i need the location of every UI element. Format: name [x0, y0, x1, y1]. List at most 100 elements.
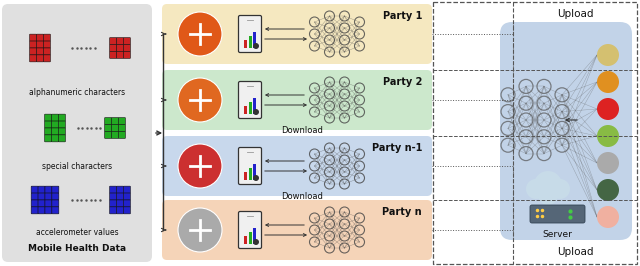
FancyBboxPatch shape	[58, 128, 65, 135]
FancyBboxPatch shape	[118, 118, 125, 124]
Circle shape	[597, 71, 619, 93]
FancyBboxPatch shape	[36, 41, 44, 48]
Bar	[248, 102, 252, 114]
FancyBboxPatch shape	[44, 48, 51, 55]
FancyBboxPatch shape	[29, 48, 36, 55]
Text: Upload: Upload	[557, 247, 593, 257]
FancyBboxPatch shape	[111, 118, 118, 124]
Bar	[244, 106, 247, 114]
FancyBboxPatch shape	[162, 4, 432, 64]
Circle shape	[253, 175, 259, 181]
FancyBboxPatch shape	[45, 207, 52, 214]
Text: special characters: special characters	[42, 162, 112, 171]
FancyBboxPatch shape	[45, 135, 52, 142]
FancyBboxPatch shape	[51, 135, 58, 142]
FancyBboxPatch shape	[109, 193, 116, 200]
FancyBboxPatch shape	[116, 38, 124, 45]
FancyBboxPatch shape	[124, 186, 131, 193]
FancyBboxPatch shape	[109, 186, 116, 193]
Bar	[253, 32, 256, 48]
FancyBboxPatch shape	[116, 44, 124, 52]
FancyBboxPatch shape	[52, 186, 59, 193]
FancyBboxPatch shape	[52, 200, 59, 207]
Text: Party n: Party n	[382, 207, 422, 217]
FancyBboxPatch shape	[239, 81, 262, 118]
FancyBboxPatch shape	[52, 193, 59, 200]
Text: Download: Download	[281, 192, 323, 201]
FancyBboxPatch shape	[51, 121, 58, 128]
Text: Server: Server	[542, 230, 572, 239]
Circle shape	[253, 43, 259, 49]
FancyBboxPatch shape	[36, 55, 44, 62]
FancyBboxPatch shape	[116, 193, 124, 200]
FancyBboxPatch shape	[109, 38, 116, 45]
Bar	[248, 36, 252, 48]
FancyBboxPatch shape	[45, 128, 52, 135]
FancyBboxPatch shape	[239, 15, 262, 52]
FancyBboxPatch shape	[36, 34, 44, 41]
Bar	[248, 168, 252, 180]
FancyBboxPatch shape	[124, 44, 131, 52]
FancyBboxPatch shape	[111, 124, 118, 131]
Text: alphanumeric characters: alphanumeric characters	[29, 88, 125, 97]
FancyBboxPatch shape	[104, 118, 111, 124]
Text: Party n-1: Party n-1	[372, 143, 422, 153]
FancyBboxPatch shape	[58, 135, 65, 142]
FancyBboxPatch shape	[162, 136, 432, 196]
FancyBboxPatch shape	[38, 193, 45, 200]
FancyBboxPatch shape	[109, 51, 116, 59]
FancyBboxPatch shape	[44, 55, 51, 62]
Text: Download: Download	[281, 126, 323, 135]
FancyBboxPatch shape	[104, 124, 111, 131]
FancyBboxPatch shape	[118, 131, 125, 138]
Bar	[244, 40, 247, 48]
FancyBboxPatch shape	[38, 207, 45, 214]
FancyBboxPatch shape	[31, 186, 38, 193]
FancyBboxPatch shape	[116, 186, 124, 193]
FancyBboxPatch shape	[124, 38, 131, 45]
FancyBboxPatch shape	[38, 186, 45, 193]
Bar	[253, 164, 256, 180]
FancyBboxPatch shape	[52, 207, 59, 214]
FancyBboxPatch shape	[124, 193, 131, 200]
Bar	[253, 98, 256, 114]
FancyBboxPatch shape	[31, 193, 38, 200]
Circle shape	[597, 152, 619, 174]
FancyBboxPatch shape	[58, 121, 65, 128]
FancyBboxPatch shape	[109, 200, 116, 207]
FancyBboxPatch shape	[31, 207, 38, 214]
Circle shape	[526, 179, 546, 199]
Bar	[433, 2, 637, 264]
FancyBboxPatch shape	[38, 200, 45, 207]
Circle shape	[597, 44, 619, 66]
FancyBboxPatch shape	[45, 200, 52, 207]
Circle shape	[597, 179, 619, 201]
FancyBboxPatch shape	[124, 200, 131, 207]
Bar	[244, 236, 247, 244]
Bar	[248, 232, 252, 244]
FancyBboxPatch shape	[51, 128, 58, 135]
FancyBboxPatch shape	[124, 207, 131, 214]
FancyBboxPatch shape	[118, 124, 125, 131]
Text: Party 1: Party 1	[383, 11, 422, 21]
FancyBboxPatch shape	[109, 207, 116, 214]
Text: Party 2: Party 2	[383, 77, 422, 87]
FancyBboxPatch shape	[500, 22, 632, 240]
FancyBboxPatch shape	[111, 131, 118, 138]
Bar	[244, 172, 247, 180]
FancyBboxPatch shape	[44, 41, 51, 48]
FancyBboxPatch shape	[44, 34, 51, 41]
FancyBboxPatch shape	[51, 114, 58, 121]
Circle shape	[597, 98, 619, 120]
FancyBboxPatch shape	[162, 200, 432, 260]
Circle shape	[538, 185, 558, 205]
FancyBboxPatch shape	[104, 131, 111, 138]
FancyBboxPatch shape	[29, 41, 36, 48]
Circle shape	[597, 125, 619, 147]
Text: Upload: Upload	[557, 9, 593, 19]
FancyBboxPatch shape	[116, 200, 124, 207]
FancyBboxPatch shape	[239, 148, 262, 185]
FancyBboxPatch shape	[109, 44, 116, 52]
FancyBboxPatch shape	[116, 207, 124, 214]
Circle shape	[597, 206, 619, 228]
